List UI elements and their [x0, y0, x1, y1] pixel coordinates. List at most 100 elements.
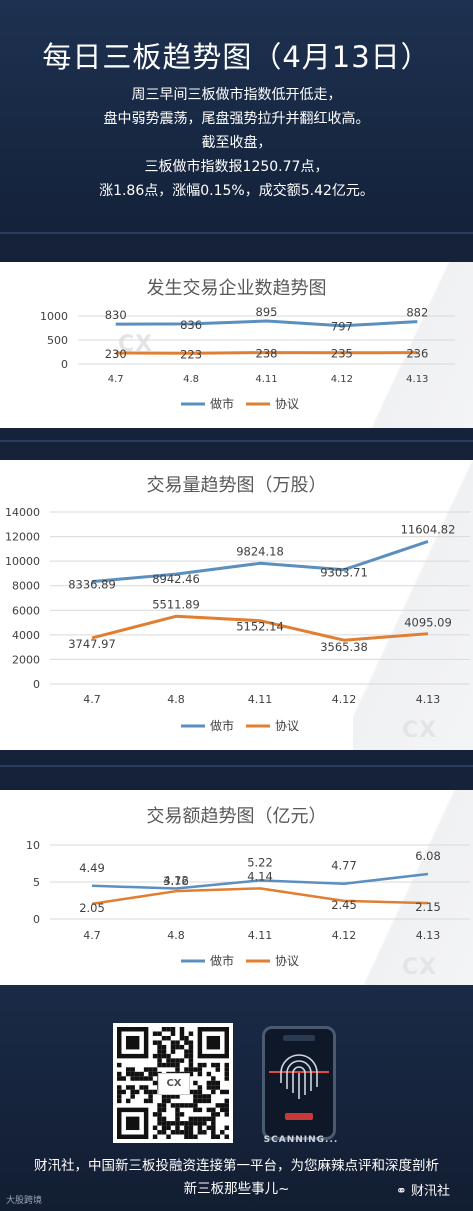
qr-module	[175, 1130, 180, 1135]
qr-module	[125, 1071, 131, 1077]
y-tick-label: 0	[33, 913, 40, 926]
qr-module	[170, 1103, 176, 1108]
qr-module	[193, 1103, 198, 1108]
qr-module	[157, 1040, 162, 1045]
qr-module	[206, 1116, 212, 1122]
qr-module	[211, 1134, 216, 1139]
credit-left: 大股跨境	[6, 1196, 43, 1206]
data-label: 6.08	[415, 849, 441, 863]
qr-module	[179, 1035, 185, 1041]
qr-module	[224, 1134, 229, 1139]
qr-logo: CX	[158, 1073, 190, 1095]
qr-module	[139, 1071, 144, 1077]
qr-module	[157, 1049, 162, 1054]
qr-module	[139, 1085, 144, 1090]
y-tick-label: 6000	[12, 604, 40, 617]
qr-module	[170, 1027, 176, 1032]
qr-module	[152, 1080, 158, 1086]
data-label: 836	[180, 318, 202, 332]
qr-module	[143, 1076, 149, 1081]
data-label: 8336.89	[68, 578, 116, 592]
summary-line-1: 周三早间三板做市指数低开低走，	[131, 87, 342, 103]
qr-module	[161, 1103, 167, 1108]
series-line-market-making	[115, 319, 418, 328]
qr-module	[117, 1085, 122, 1090]
panel-decoration	[353, 790, 473, 985]
data-label: 5152.14	[236, 620, 284, 634]
qr-module	[211, 1076, 216, 1081]
qr-module	[125, 1098, 131, 1104]
qr-module	[193, 1089, 198, 1095]
qr-module	[134, 1071, 140, 1077]
qr-module	[117, 1094, 122, 1099]
qr-module	[161, 1062, 167, 1068]
qr-code[interactable]: CX	[113, 1023, 233, 1143]
data-label: 2.45	[331, 898, 357, 912]
qr-module	[166, 1098, 171, 1104]
x-tick-label: 4.7	[83, 929, 101, 942]
qr-module	[117, 1076, 122, 1081]
chart-panel-companies: CX 发生交易企业数趋势图 0 500 1000 4.7 4.8 4.11 4.12 4.13…	[0, 262, 473, 428]
qr-module	[224, 1098, 229, 1104]
qr-module	[179, 1130, 185, 1135]
qr-module	[152, 1053, 158, 1059]
chart-companies: 0 500 1000 4.7 4.8 4.11 4.12 4.13 830 836 895 797 88…	[40, 305, 455, 411]
qr-module	[161, 1107, 167, 1113]
qr-module	[161, 1116, 167, 1122]
qr-module	[220, 1107, 225, 1113]
x-tick-label: 4.8	[167, 929, 185, 942]
qr-module	[125, 1067, 131, 1072]
qr-module	[184, 1035, 189, 1041]
legend-label: 做市	[210, 396, 234, 411]
qr-module	[117, 1089, 122, 1095]
series-line-agreement	[91, 887, 429, 906]
qr-module	[184, 1067, 189, 1072]
watermark-logo: CX	[402, 718, 438, 743]
qr-module	[130, 1071, 135, 1077]
qr-module	[157, 1116, 162, 1122]
qr-module	[152, 1067, 158, 1072]
qr-module	[206, 1098, 212, 1104]
qr-module	[188, 1040, 194, 1045]
qr-module	[139, 1076, 144, 1081]
qr-module	[220, 1103, 225, 1108]
chart-amount: 0 5 10 4.7 4.8 4.11 4.12 4.13 4.49 4.12 5.22 4.77 6.…	[26, 839, 470, 968]
qr-module	[179, 1044, 185, 1050]
x-tick-label: 4.11	[248, 929, 273, 942]
qr-module	[157, 1121, 162, 1126]
y-tick-label: 0	[33, 678, 40, 691]
summary-line-4: 三板做市指数报1250.77点，	[144, 159, 329, 175]
series-line-agreement	[91, 614, 429, 642]
qr-module	[188, 1103, 194, 1108]
series-line-market-making	[91, 872, 429, 890]
qr-module	[197, 1121, 203, 1126]
qr-pattern	[117, 1027, 229, 1139]
qr-module	[161, 1094, 167, 1099]
x-tick-label: 4.11	[255, 374, 277, 385]
qr-module	[170, 1040, 176, 1045]
qr-module	[211, 1089, 216, 1095]
qr-module	[148, 1089, 153, 1095]
qr-module	[157, 1031, 162, 1036]
qr-module	[206, 1125, 212, 1131]
qr-module	[188, 1031, 194, 1036]
x-tick-label: 4.13	[406, 374, 428, 385]
data-label: 2.05	[79, 901, 105, 915]
qr-module	[224, 1107, 229, 1113]
data-label: 11604.82	[401, 522, 456, 536]
qr-module	[117, 1062, 122, 1068]
qr-module	[197, 1071, 203, 1077]
qr-module	[184, 1125, 189, 1131]
qr-module	[197, 1094, 203, 1099]
qr-module	[211, 1130, 216, 1135]
qr-module	[130, 1076, 135, 1081]
qr-module	[224, 1071, 229, 1077]
qr-module	[170, 1130, 176, 1135]
qr-module	[184, 1049, 189, 1054]
qr-module	[170, 1044, 176, 1050]
qr-module	[179, 1112, 185, 1117]
qr-module	[166, 1125, 171, 1131]
qr-module	[175, 1103, 180, 1108]
qr-module	[211, 1125, 216, 1131]
qr-module	[188, 1053, 194, 1059]
